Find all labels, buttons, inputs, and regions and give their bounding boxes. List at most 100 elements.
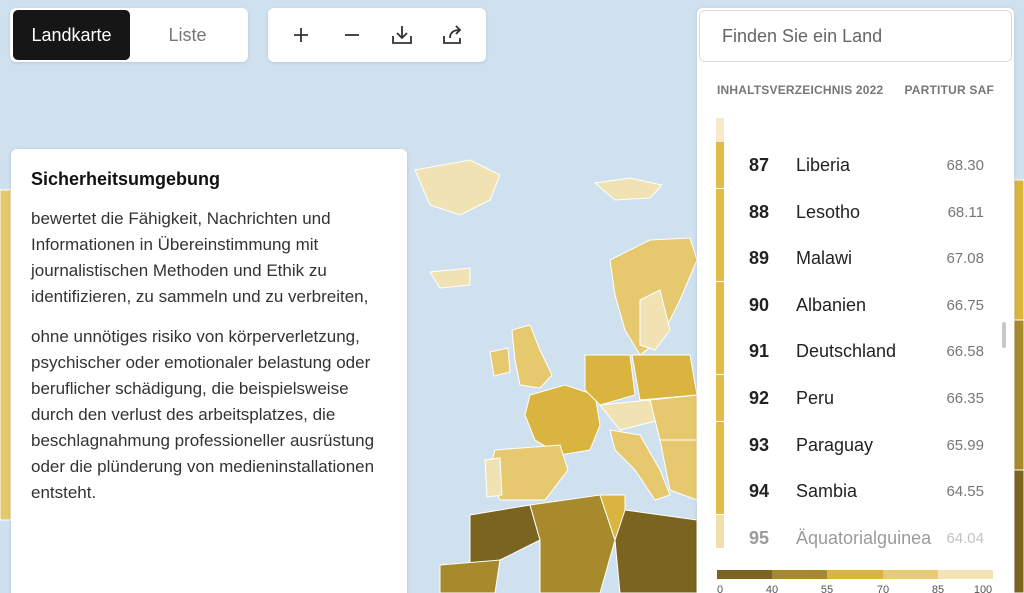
- country-name: Äquatorialguinea: [796, 527, 932, 548]
- rank-number: 95: [749, 527, 770, 548]
- table-row[interactable]: 93 Paraguay 65.99: [697, 422, 1014, 468]
- zoom-in-button[interactable]: [281, 15, 321, 55]
- score-color-bar: [716, 282, 724, 328]
- score-color-bar: [716, 189, 724, 235]
- rank-number: 92: [749, 387, 770, 408]
- info-panel: Sicherheitsumgebung bewertet die Fähigke…: [11, 149, 407, 593]
- column-header-index: INHALTSVERZEICHNIS 2022: [717, 83, 884, 97]
- ranking-panel: INHALTSVERZEICHNIS 2022 PARTITUR SAF 87 …: [697, 8, 1014, 593]
- legend-labels: 0 40 55 70 85 100: [717, 584, 993, 593]
- rank-number: 88: [749, 201, 770, 222]
- table-row[interactable]: 95 Äquatorialguinea 64.04: [697, 515, 1014, 548]
- legend-label: 0: [716, 584, 724, 593]
- country-shape[interactable]: [614, 509, 698, 593]
- country-score: 66.35: [946, 389, 984, 407]
- country-score: 68.30: [946, 156, 984, 174]
- country-shape[interactable]: [484, 457, 503, 498]
- table-row[interactable]: 89 Malawi 67.08: [697, 235, 1014, 281]
- country-shape[interactable]: [1013, 319, 1024, 471]
- zoom-in-icon: [294, 28, 309, 42]
- country-name: Lesotho: [796, 201, 861, 222]
- score-color-bar: [716, 328, 724, 374]
- country-search-input[interactable]: [699, 10, 1012, 62]
- score-color-bar: [716, 515, 724, 548]
- download-icon: [392, 26, 413, 44]
- score-color-bar: [716, 142, 724, 188]
- country-shape[interactable]: [0, 189, 12, 521]
- country-shape[interactable]: [609, 429, 671, 501]
- country-shape[interactable]: [584, 354, 636, 406]
- legend-swatch: [772, 570, 828, 579]
- country-shape[interactable]: [489, 347, 511, 377]
- country-score: 66.58: [946, 342, 984, 360]
- country-shape[interactable]: [414, 159, 501, 216]
- country-shape[interactable]: [631, 354, 698, 401]
- rank-number: 93: [749, 434, 770, 455]
- score-color-bar: [716, 375, 724, 421]
- legend-label: 100: [973, 584, 993, 593]
- country-score: 65.99: [946, 436, 984, 454]
- legend-label: 55: [820, 584, 834, 593]
- country-shape[interactable]: [1013, 179, 1024, 321]
- score-color-bar: [716, 235, 724, 281]
- info-title: Sicherheitsumgebung: [31, 169, 221, 189]
- score-color-bar: [716, 468, 724, 514]
- country-shape[interactable]: [469, 504, 541, 571]
- table-row[interactable]: 94 Sambia 64.55: [697, 468, 1014, 514]
- country-shape[interactable]: [429, 267, 471, 289]
- share-icon: [442, 25, 462, 44]
- country-name: Liberia: [796, 154, 851, 175]
- list-view-button[interactable]: Liste: [168, 24, 207, 45]
- country-shape[interactable]: [529, 494, 616, 593]
- zoom-out-button[interactable]: [332, 15, 372, 55]
- zoom-out-icon: [344, 34, 359, 36]
- info-paragraph: ohne unnötiges risiko von körperverletzu…: [31, 327, 375, 502]
- legend-label: 40: [765, 584, 779, 593]
- info-paragraph: bewertet die Fähigkeit, Nachrichten und …: [31, 209, 369, 306]
- column-header-score: PARTITUR SAF: [904, 83, 994, 97]
- country-score: 66.75: [946, 296, 984, 314]
- country-name: Deutschland: [796, 340, 897, 361]
- legend-label: 70: [876, 584, 890, 593]
- rank-number: 89: [749, 247, 770, 268]
- country-shape[interactable]: [1013, 469, 1024, 593]
- view-toggle: Landkarte Liste: [10, 8, 248, 62]
- map-toolbar: [268, 8, 486, 62]
- legend-swatch: [937, 570, 994, 579]
- country-name: Albanien: [796, 294, 867, 315]
- score-color-bar: [716, 118, 724, 142]
- table-row[interactable]: 87 Liberia 68.30: [697, 142, 1014, 188]
- legend-swatch: [882, 570, 938, 579]
- share-button[interactable]: [433, 15, 473, 55]
- country-shape[interactable]: [639, 289, 671, 351]
- table-row[interactable]: 88 Lesotho 68.11: [697, 189, 1014, 235]
- ranking-list[interactable]: 87 Liberia 68.30 88 Lesotho 68.11 89 Mal…: [697, 118, 1014, 548]
- country-score: 68.11: [947, 203, 984, 221]
- color-legend: [717, 570, 994, 579]
- country-name: Malawi: [796, 247, 853, 268]
- country-shape[interactable]: [593, 177, 663, 201]
- country-score: 64.04: [946, 529, 984, 547]
- legend-swatch: [827, 570, 883, 579]
- table-row[interactable]: 92 Peru 66.35: [697, 375, 1014, 421]
- country-shape[interactable]: [511, 324, 553, 389]
- country-shape[interactable]: [524, 384, 601, 456]
- table-row[interactable]: 90 Albanien 66.75: [697, 282, 1014, 328]
- rank-number: 87: [749, 154, 770, 175]
- score-color-bar: [716, 422, 724, 468]
- map-view-button[interactable]: Landkarte: [13, 10, 130, 60]
- country-name: Peru: [796, 387, 835, 408]
- country-score: 67.08: [946, 249, 984, 267]
- table-row[interactable]: 91 Deutschland 66.58: [697, 328, 1014, 374]
- country-shape[interactable]: [439, 559, 501, 593]
- rank-number: 94: [749, 480, 770, 501]
- country-name: Sambia: [796, 480, 858, 501]
- table-row-partial: [697, 118, 1014, 142]
- download-button[interactable]: [382, 15, 422, 55]
- country-score: 64.55: [946, 482, 984, 500]
- list-scrollbar[interactable]: [1002, 322, 1006, 348]
- legend-swatch: [717, 570, 773, 579]
- legend-label: 85: [931, 584, 945, 593]
- rank-number: 91: [749, 340, 770, 361]
- rank-number: 90: [749, 294, 770, 315]
